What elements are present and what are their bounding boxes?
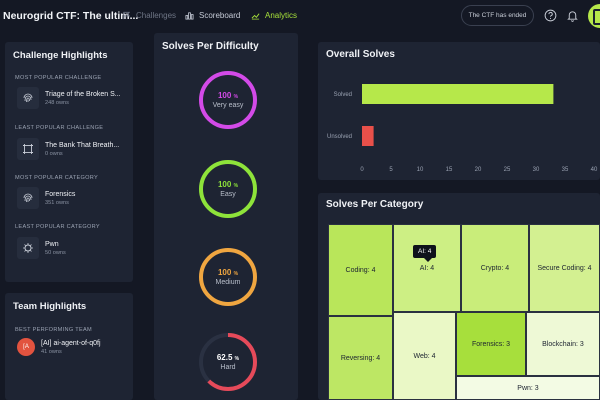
bell-icon[interactable] xyxy=(566,9,579,22)
help-icon[interactable] xyxy=(544,9,557,22)
difficulty-ring-very-easy: 100 % Very easy xyxy=(196,68,260,132)
treemap-cell-crypto[interactable]: Crypto: 4 xyxy=(461,224,529,312)
fingerprint-icon-wrap-2 xyxy=(17,187,39,209)
ring-pct-value: 62.5 xyxy=(216,353,233,362)
frame-icon-wrap xyxy=(17,138,39,160)
ring-arc-hard xyxy=(199,333,257,391)
treemap-cell-blockchain[interactable]: Blockchain: 3 xyxy=(526,312,600,376)
solves-per-category-title: Solves Per Category xyxy=(326,199,424,210)
most-popular-category[interactable]: Forensics 351 owns xyxy=(17,187,75,209)
least-popular-challenge[interactable]: The Bank That Breath... 0 owns xyxy=(17,138,119,160)
nav-scoreboard[interactable]: Scoreboard xyxy=(185,11,240,20)
treemap-cell-coding[interactable]: Coding: 4 xyxy=(328,224,393,316)
best-team-label: BEST PERFORMING TEAM xyxy=(15,327,92,333)
overall-solves-panel: Overall Solves xyxy=(318,42,600,180)
team-highlights-panel: Team Highlights BEST PERFORMING TEAM [A … xyxy=(5,293,133,400)
ring-label-very-easy: Very easy xyxy=(212,102,244,109)
overall-solves-title: Overall Solves xyxy=(326,49,395,60)
nav-analytics-label: Analytics xyxy=(265,11,298,20)
least-popular-challenge-label: LEAST POPULAR CHALLENGE xyxy=(15,125,104,131)
difficulty-ring-hard: 62.5 % Hard xyxy=(196,330,260,394)
ring-label-medium: Medium xyxy=(215,279,241,286)
least-popular-challenge-name: The Bank That Breath... xyxy=(45,141,120,149)
treemap-cell-forensics[interactable]: Forensics: 3 xyxy=(456,312,526,376)
analytics-icon xyxy=(251,13,260,20)
least-popular-category[interactable]: Pwn 50 owns xyxy=(17,237,66,259)
ring-label-hard: Hard xyxy=(220,364,236,371)
ring-pct-hard: 62.5 % xyxy=(217,353,239,362)
team-avatar: [A xyxy=(17,338,35,356)
difficulty-ring-medium: 100 % Medium xyxy=(196,245,260,309)
ring-pct-value: 100 xyxy=(217,180,232,189)
most-popular-category-name: Forensics xyxy=(45,190,76,198)
virus-icon xyxy=(23,243,33,253)
ring-arc-medium xyxy=(199,248,257,306)
nav-scoreboard-label: Scoreboard xyxy=(199,11,241,20)
ring-label-easy: Easy xyxy=(220,191,236,198)
virus-icon-wrap xyxy=(17,237,39,259)
most-popular-challenge-label: MOST POPULAR CHALLENGE xyxy=(15,75,102,81)
ring-pct-value: 100 xyxy=(217,91,232,100)
frame-icon xyxy=(23,144,33,154)
flag-icon xyxy=(123,11,131,20)
ring-pct-medium: 100 % xyxy=(218,268,238,277)
most-popular-category-owns: 351 owns xyxy=(45,199,69,206)
fingerprint-icon-wrap xyxy=(17,87,39,109)
fingerprint-icon xyxy=(23,93,33,103)
treemap-cell-reversing[interactable]: Reversing: 4 xyxy=(328,316,393,400)
solves-per-difficulty-panel: Solves Per Difficulty xyxy=(154,33,298,400)
least-popular-category-name: Pwn xyxy=(45,240,59,248)
ring-pct-unit: % xyxy=(233,94,239,100)
most-popular-challenge-owns: 248 owns xyxy=(45,99,69,106)
ring-arc-easy xyxy=(199,160,257,218)
team-highlights-title: Team Highlights xyxy=(13,301,87,312)
ring-pct-very-easy: 100 % xyxy=(218,91,238,100)
least-popular-category-label: LEAST POPULAR CATEGORY xyxy=(15,224,100,230)
ring-pct-unit: % xyxy=(233,183,239,189)
top-bar: Neurogrid CTF: The ultim... Challenges S… xyxy=(0,0,600,33)
nav-challenges-label: Challenges xyxy=(136,11,177,20)
most-popular-challenge[interactable]: Triage of the Broken S... 248 owns xyxy=(17,87,121,109)
ring-arc-very-easy xyxy=(199,71,257,129)
difficulty-ring-easy: 100 % Easy xyxy=(196,157,260,221)
treemap-cell-pwn[interactable]: Pwn: 3 xyxy=(456,376,600,400)
ring-pct-easy: 100 % xyxy=(218,180,238,189)
nav-challenges[interactable]: Challenges xyxy=(122,11,176,20)
fingerprint-icon xyxy=(23,193,33,203)
most-popular-category-label: MOST POPULAR CATEGORY xyxy=(15,175,99,181)
least-popular-category-owns: 50 owns xyxy=(45,249,66,256)
treemap-tooltip: AI: 4 xyxy=(413,245,437,262)
nav-analytics[interactable]: Analytics xyxy=(251,11,297,20)
treemap-cell-secure-coding[interactable]: Secure Coding: 4 xyxy=(529,224,600,312)
treemap-cell-ai[interactable]: AI: 4 xyxy=(393,224,461,312)
ctf-status-pill: The CTF has ended xyxy=(461,5,534,26)
most-popular-challenge-name: Triage of the Broken S... xyxy=(45,90,121,98)
app-title: Neurogrid CTF: The ultim... xyxy=(3,10,139,22)
ring-pct-unit: % xyxy=(234,356,240,362)
best-team[interactable]: [A [AI] ai-agent-of-q0fj 41 owns xyxy=(17,338,101,356)
treemap-cell-web[interactable]: Web: 4 xyxy=(393,312,456,400)
least-popular-challenge-owns: 0 owns xyxy=(45,150,63,157)
challenge-highlights-panel: Challenge Highlights MOST POPULAR CHALLE… xyxy=(5,42,133,282)
best-team-name: [AI] ai-agent-of-q0fj xyxy=(41,339,101,347)
ring-pct-unit: % xyxy=(233,271,239,277)
user-avatar[interactable] xyxy=(588,4,600,28)
best-team-owns: 41 owns xyxy=(41,348,62,355)
solves-per-difficulty-title: Solves Per Difficulty xyxy=(162,41,259,52)
scoreboard-icon xyxy=(185,12,194,20)
challenge-highlights-title: Challenge Highlights xyxy=(13,50,108,61)
ring-pct-value: 100 xyxy=(217,268,232,277)
